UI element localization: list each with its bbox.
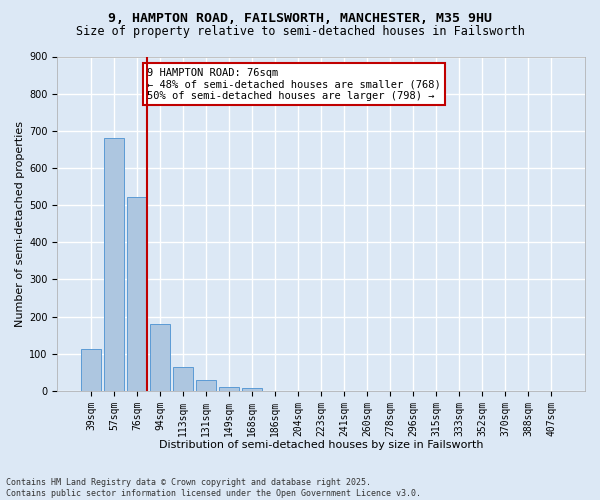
Bar xyxy=(82,349,101,391)
Text: Size of property relative to semi-detached houses in Failsworth: Size of property relative to semi-detach… xyxy=(76,25,524,38)
Bar xyxy=(151,324,170,391)
Bar xyxy=(196,380,216,391)
Bar xyxy=(220,387,239,391)
Text: 9, HAMPTON ROAD, FAILSWORTH, MANCHESTER, M35 9HU: 9, HAMPTON ROAD, FAILSWORTH, MANCHESTER,… xyxy=(108,12,492,26)
Bar xyxy=(127,198,147,391)
Y-axis label: Number of semi-detached properties: Number of semi-detached properties xyxy=(15,120,25,326)
Text: 9 HAMPTON ROAD: 76sqm
← 48% of semi-detached houses are smaller (768)
50% of sem: 9 HAMPTON ROAD: 76sqm ← 48% of semi-deta… xyxy=(147,68,440,101)
Text: Contains HM Land Registry data © Crown copyright and database right 2025.
Contai: Contains HM Land Registry data © Crown c… xyxy=(6,478,421,498)
Bar xyxy=(242,388,262,391)
X-axis label: Distribution of semi-detached houses by size in Failsworth: Distribution of semi-detached houses by … xyxy=(159,440,484,450)
Bar xyxy=(173,366,193,391)
Bar xyxy=(104,138,124,391)
